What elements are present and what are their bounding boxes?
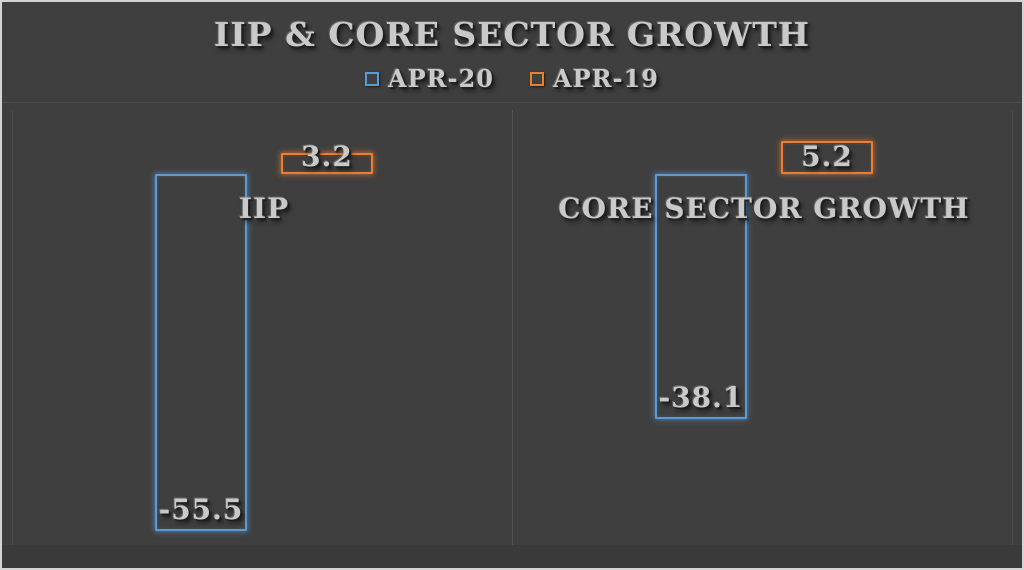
plot-bottom-strip bbox=[2, 545, 1022, 568]
category-label-core-sector-growth: CORE SECTOR GROWTH bbox=[558, 192, 970, 225]
legend-label-apr-19: APR-19 bbox=[553, 64, 659, 93]
data-label-core-sector-apr-19: 5.2 bbox=[801, 140, 853, 173]
chart-title: IIP & CORE SECTOR GROWTH bbox=[213, 15, 811, 54]
data-label-iip-apr-19: 3.2 bbox=[301, 140, 353, 173]
bar-core-sector-apr-20 bbox=[655, 174, 747, 419]
data-label-iip-apr-20: -55.5 bbox=[158, 492, 244, 526]
data-label-core-sector-apr-20: -38.1 bbox=[658, 380, 744, 414]
legend-item-apr-19: APR-19 bbox=[530, 64, 659, 93]
category-label-iip: IIP bbox=[238, 192, 290, 225]
gridline-right-edge bbox=[1012, 110, 1013, 545]
apr-20-swatch-icon bbox=[365, 71, 380, 86]
bar-iip-apr-19 bbox=[281, 153, 373, 174]
apr-19-swatch-icon bbox=[530, 71, 544, 86]
bar-core-sector-apr-19 bbox=[781, 140, 873, 174]
legend-label-apr-20: APR-20 bbox=[388, 64, 494, 93]
legend-item-apr-20: APR-20 bbox=[365, 64, 494, 93]
gridline-left-edge bbox=[12, 110, 13, 545]
plot-area-top-border bbox=[2, 102, 1022, 103]
bar-iip-apr-20 bbox=[155, 174, 247, 531]
gridline-category-divider bbox=[512, 110, 513, 545]
legend: APR-20 APR-19 bbox=[2, 64, 1022, 93]
